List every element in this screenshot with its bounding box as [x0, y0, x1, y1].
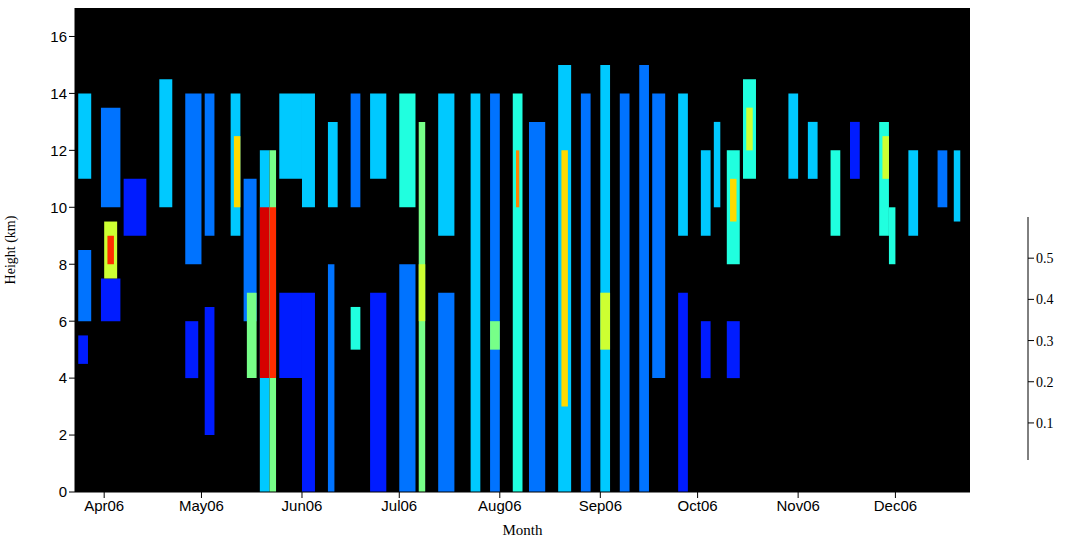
- svg-text:Aug06: Aug06: [478, 497, 521, 514]
- svg-text:Jul06: Jul06: [381, 497, 417, 514]
- svg-text:6: 6: [59, 313, 67, 330]
- svg-text:0.1: 0.1: [1036, 416, 1054, 431]
- svg-text:Apr06: Apr06: [84, 497, 124, 514]
- svg-text:Jun06: Jun06: [282, 497, 323, 514]
- svg-text:0.3: 0.3: [1036, 334, 1054, 349]
- svg-text:12: 12: [50, 142, 67, 159]
- svg-text:Height (km): Height (km): [3, 215, 19, 284]
- svg-text:14: 14: [50, 85, 67, 102]
- svg-text:4: 4: [59, 369, 67, 386]
- svg-text:0.2: 0.2: [1036, 375, 1054, 390]
- svg-text:0: 0: [59, 483, 67, 500]
- svg-text:0.5: 0.5: [1036, 251, 1054, 266]
- svg-text:0.4: 0.4: [1036, 292, 1054, 307]
- svg-text:Month: Month: [502, 522, 543, 537]
- svg-text:8: 8: [59, 256, 67, 273]
- svg-text:Oct06: Oct06: [678, 497, 718, 514]
- svg-text:Dec06: Dec06: [874, 497, 917, 514]
- svg-text:10: 10: [50, 199, 67, 216]
- svg-text:May06: May06: [179, 497, 224, 514]
- svg-text:16: 16: [50, 28, 67, 45]
- svg-text:Nov06: Nov06: [776, 497, 819, 514]
- svg-text:2: 2: [59, 426, 67, 443]
- svg-text:Sep06: Sep06: [579, 497, 622, 514]
